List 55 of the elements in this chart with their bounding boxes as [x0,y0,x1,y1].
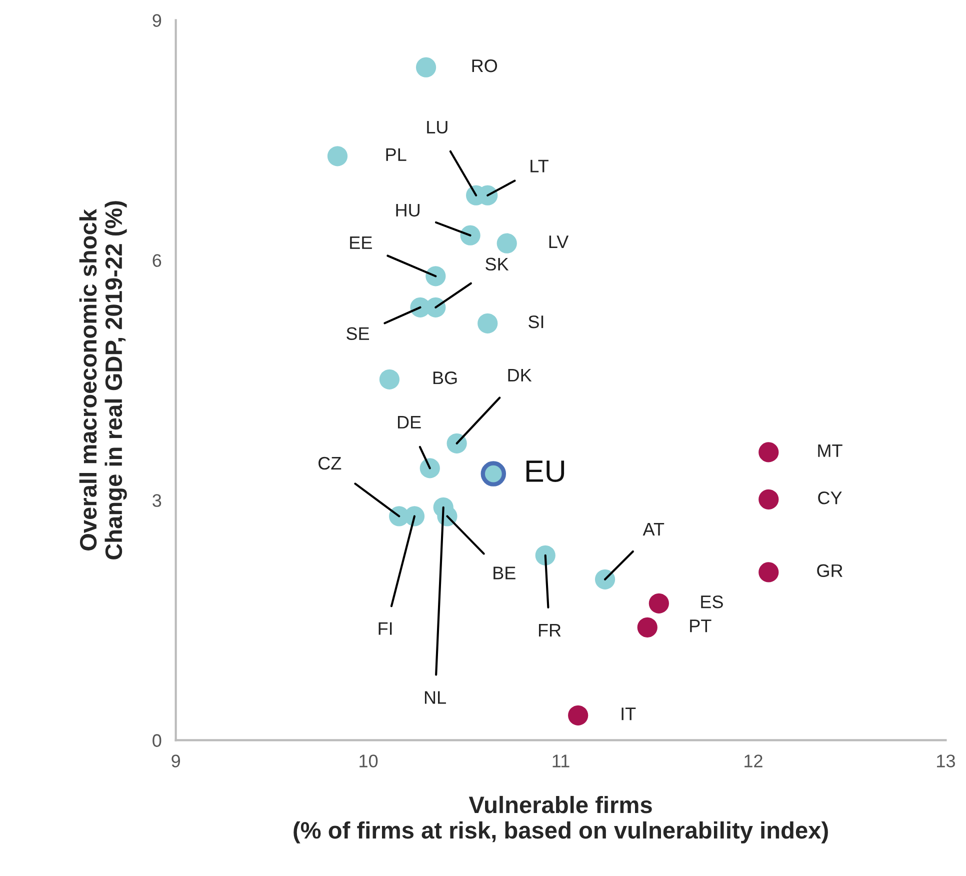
annotation: DK [508,368,532,382]
point [426,266,446,286]
annotation: IT [622,708,636,720]
y-tick-label: 6 [152,254,162,267]
y-tick-label: 3 [152,494,162,507]
annotation: MT [818,444,842,457]
point [594,569,616,590]
annotation: HU [396,204,420,217]
point [496,233,517,254]
x-tick-label: 11 [552,754,570,768]
point [379,369,400,390]
x-tick-label: 13 [937,754,955,768]
annotation: PT [690,620,712,632]
x-axis-title: Vulnerable firms (% of firms at risk, based on vulnerability index) [294,796,828,844]
annotation: GR [817,564,842,578]
annotation: PL [386,148,406,161]
point [480,461,506,486]
annotation: BG [433,371,457,384]
point [478,313,498,334]
annotation: EE [350,236,372,249]
point [460,225,480,246]
x-tick-label: 12 [744,754,762,768]
annotation: AT [642,523,664,536]
point [758,489,779,510]
point [648,593,669,614]
y-axis-title: Overall macroeconomic shock Change in real GDP, 2019-22 (%) [79,201,127,560]
annotation: RO [472,59,498,72]
series-label: EU [526,460,564,482]
annotation: NL [424,691,446,704]
point [758,562,779,582]
point [420,458,440,478]
annotation: SK [486,258,509,271]
x-tick-label: 9 [172,754,180,768]
annotation: BE [494,566,516,580]
annotation: ES [701,595,723,608]
annotation: LV [549,236,569,248]
annotation: SE [346,327,370,340]
y-tick-label: 0 [152,734,162,747]
point [535,545,556,566]
annotation: CY [818,491,842,504]
x-tick-label: 10 [360,754,378,768]
annotation: FI [378,622,392,635]
y-tick-label: 9 [152,14,162,27]
point [758,442,779,462]
point [568,705,588,726]
point [446,433,467,454]
annotation: CZ [318,456,342,470]
annotation: SI [528,315,544,328]
annotation: LT [530,160,548,172]
point [327,146,348,166]
annotation: FR [538,624,561,636]
point [637,617,658,638]
point [416,57,436,78]
annotation: DE [398,416,421,428]
annotation: LU [427,120,448,134]
